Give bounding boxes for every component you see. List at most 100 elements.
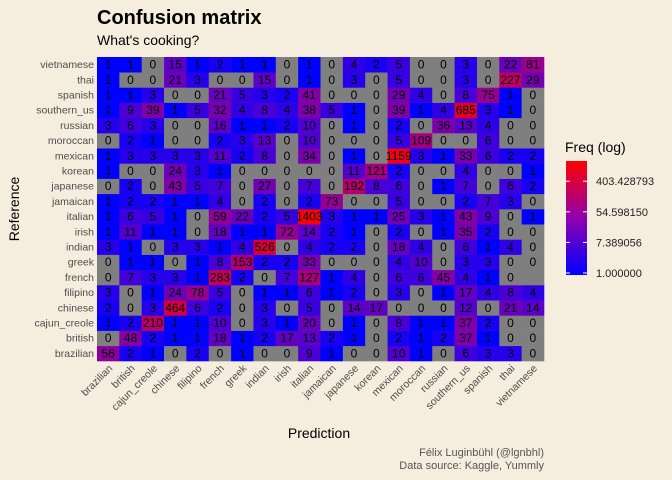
- cell-value-british-as-spanish: 1: [485, 331, 492, 345]
- cell-greek-as-italian: [298, 254, 321, 271]
- cell-moroccan-as-spanish: [476, 133, 500, 149]
- cell-brazilian-as-vietnamese: [521, 345, 545, 362]
- cell-value-russian-as-cajun-creole: 3: [150, 118, 157, 132]
- cell-brazilian-as-british: [119, 345, 142, 362]
- cell-value-indian-as-british: 1: [127, 240, 134, 254]
- cell-value-japanese-as-italian: 7: [306, 179, 313, 193]
- cell-value-filipino-as-thai: 8: [507, 286, 514, 300]
- cell-russian-as-cajun-creole: [141, 117, 165, 134]
- cell-british-as-cajun-creole: [141, 330, 165, 347]
- cell-value-mexican-as-cajun-creole: 3: [150, 149, 157, 163]
- cell-russian-as-filipino: [186, 117, 210, 134]
- cell-value-spanish-as-french: 21: [213, 88, 227, 102]
- cell-value-korean-as-irish: 0: [284, 164, 291, 178]
- cell-value-indian-as-spanish: 1: [485, 240, 492, 254]
- cell-value-korean-as-british: 0: [127, 164, 134, 178]
- cell-value-korean-as-southern-us: 4: [462, 164, 469, 178]
- cell-italian-as-mexican: [387, 209, 411, 225]
- cell-value-chinese-as-southern-us: 12: [459, 301, 473, 315]
- cell-brazilian-as-filipino: [186, 345, 210, 362]
- cell-value-russian-as-vietnamese: 0: [529, 118, 536, 132]
- cell-value-russian-as-brazilian: 3: [105, 118, 112, 132]
- cell-value-jamaican-as-vietnamese: 0: [529, 194, 536, 208]
- cell-value-thai-as-jamaican: 0: [328, 73, 335, 87]
- cell-value-russian-as-indian: 1: [261, 118, 268, 132]
- cell-value-brazilian-as-southern-us: 6: [462, 346, 469, 360]
- cell-thai-as-french: [208, 72, 232, 88]
- cell-jamaican-as-british: [119, 193, 142, 210]
- cell-russian-as-spanish: [476, 117, 500, 134]
- cell-greek-as-spanish: [476, 254, 500, 271]
- cell-value-southern-us-as-thai: 1: [507, 103, 514, 117]
- cell-southern-us-as-jamaican: [320, 102, 344, 119]
- cell-spanish-as-moroccan: [409, 87, 433, 103]
- cell-korean-as-filipino: [186, 163, 210, 179]
- cell-value-italian-as-jamaican: 3: [328, 210, 335, 224]
- cell-spanish-as-indian: [253, 87, 277, 103]
- cell-value-russian-as-filipino: 0: [194, 118, 201, 132]
- cell-thai-as-vietnamese: [521, 72, 545, 88]
- cell-value-filipino-as-indian: 1: [261, 286, 268, 300]
- cell-value-italian-as-filipino: 0: [194, 210, 201, 224]
- cell-mexican-as-jamaican: [320, 148, 344, 164]
- cell-value-russian-as-japanese: 1: [351, 118, 358, 132]
- cell-french-as-moroccan: [409, 269, 433, 286]
- chart-subtitle: What's cooking?: [97, 32, 199, 48]
- y-tick-greek: greek: [68, 257, 95, 269]
- cell-moroccan-as-korean: [365, 133, 388, 149]
- cell-brazilian-as-jamaican: [320, 345, 344, 362]
- cell-brazilian-as-russian: [432, 345, 455, 362]
- cell-irish-as-indian: [253, 224, 277, 240]
- cell-value-irish-as-korean: 0: [373, 225, 380, 239]
- cell-french-as-japanese: [342, 269, 366, 286]
- y-tick-irish: irish: [75, 226, 94, 238]
- cell-filipino-as-korean: [365, 285, 388, 301]
- cell-value-italian-as-vietnamese: 1: [529, 210, 536, 224]
- cell-korean-as-cajun-creole: [141, 163, 165, 179]
- cell-filipino-as-irish: [275, 285, 299, 301]
- cell-chinese-as-british: [119, 300, 142, 316]
- cell-irish-as-russian: [432, 224, 455, 240]
- cell-japanese-as-thai: [499, 178, 522, 195]
- cell-value-italian-as-mexican: 25: [392, 210, 406, 224]
- cell-french-as-greek: [231, 269, 254, 286]
- cell-thai-as-korean: [365, 72, 388, 88]
- cell-value-spanish-as-irish: 2: [284, 88, 291, 102]
- y-tick-spanish: spanish: [58, 90, 94, 102]
- cell-korean-as-southern-us: [454, 163, 478, 179]
- cell-russian-as-vietnamese: [521, 117, 545, 134]
- cell-chinese-as-japanese: [342, 300, 366, 316]
- cell-value-brazilian-as-brazilian: 56: [101, 346, 115, 360]
- cell-southern-us-as-moroccan: [409, 102, 433, 119]
- cell-value-japanese-as-british: 2: [127, 179, 134, 193]
- y-tick-moroccan: moroccan: [48, 135, 94, 147]
- cell-value-jamaican-as-brazilian: 1: [105, 194, 112, 208]
- cell-vietnamese-as-french: [208, 57, 232, 73]
- cell-value-jamaican-as-italian: 2: [306, 194, 313, 208]
- cell-value-brazilian-as-thai: 3: [507, 346, 514, 360]
- cell-thai-as-moroccan: [409, 72, 433, 88]
- cell-greek-as-russian: [432, 254, 455, 271]
- cell-value-spanish-as-greek: 5: [239, 88, 246, 102]
- cell-filipino-as-indian: [253, 285, 277, 301]
- x-axis-ticks: brazilianbritishcajun_creolechinesefilip…: [79, 362, 540, 413]
- cell-value-greek-as-irish: 2: [284, 255, 291, 269]
- cell-value-irish-as-british: 11: [124, 225, 137, 239]
- y-tick-mexican: mexican: [55, 150, 94, 162]
- cell-cajun-creole-as-british: [119, 315, 142, 331]
- cell-value-japanese-as-korean: 8: [373, 179, 380, 193]
- cell-french-as-spanish: [476, 269, 500, 286]
- cell-value-cajun-creole-as-moroccan: 1: [418, 316, 425, 330]
- cell-value-japanese-as-brazilian: 0: [105, 179, 112, 193]
- cell-italian-as-southern-us: [454, 209, 478, 225]
- cell-vietnamese-as-jamaican: [320, 57, 344, 73]
- cell-greek-as-japanese: [342, 254, 366, 271]
- cell-value-thai-as-spanish: 0: [485, 73, 492, 87]
- cell-filipino-as-french: [208, 285, 232, 301]
- cell-british-as-southern-us: [454, 330, 478, 347]
- cell-korean-as-spanish: [476, 163, 500, 179]
- cell-british-as-italian: [298, 330, 321, 347]
- cell-korean-as-indian: [253, 163, 277, 179]
- cell-irish-as-cajun-creole: [141, 224, 165, 240]
- cell-value-indian-as-mexican: 18: [392, 240, 406, 254]
